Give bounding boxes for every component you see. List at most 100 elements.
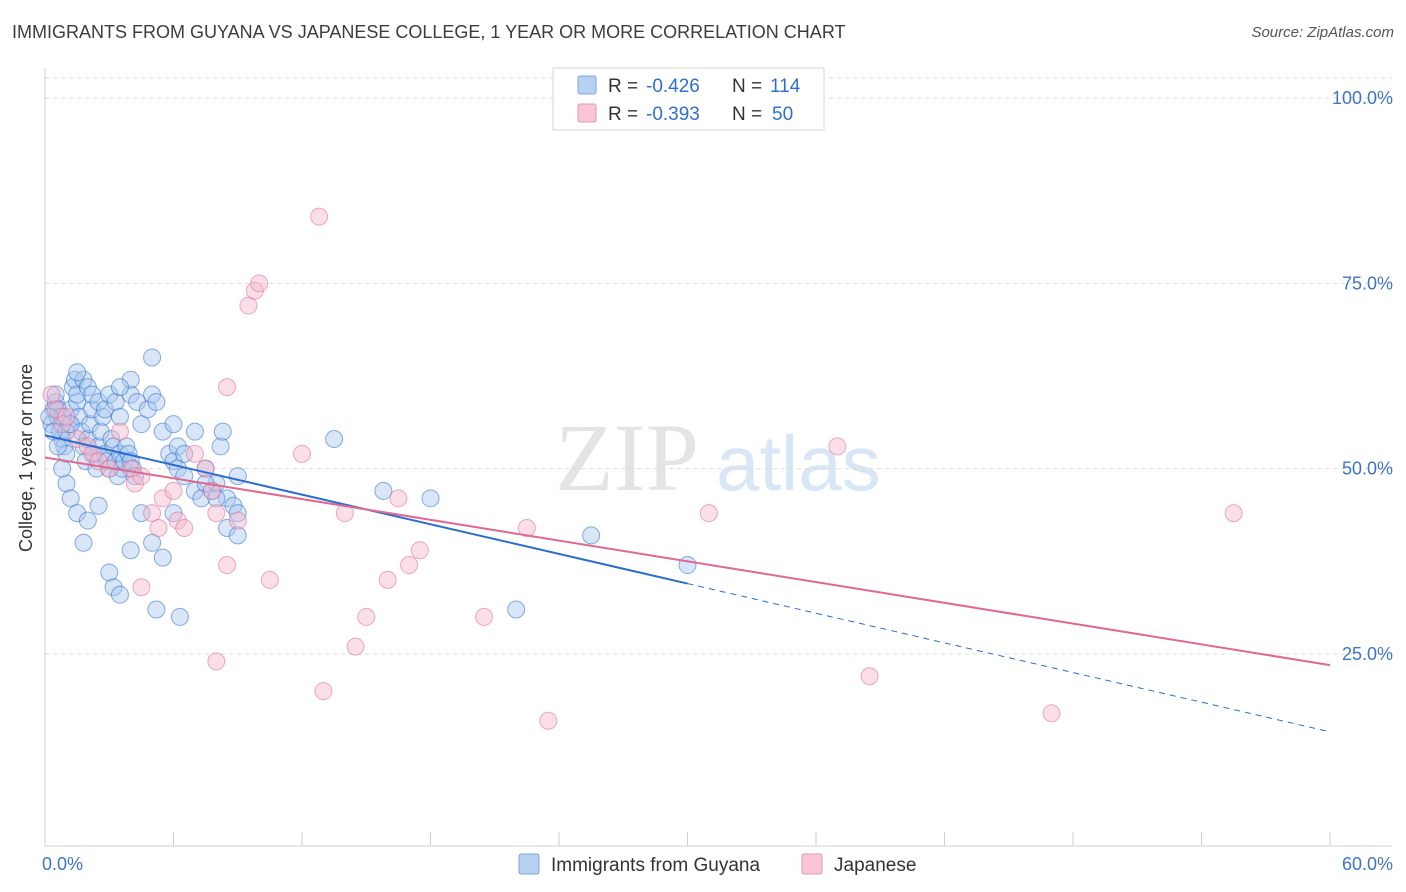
- data-point: [57, 474, 76, 493]
- data-point: [175, 444, 194, 463]
- data-point: [410, 541, 429, 560]
- data-point: [168, 511, 187, 530]
- data-point: [475, 607, 494, 626]
- data-point: [74, 533, 93, 552]
- trend-line-extension-blue: [687, 583, 1331, 733]
- data-point: [218, 489, 237, 508]
- data-point: [100, 385, 119, 404]
- data-point: [203, 481, 222, 500]
- x-tick-label: 0.0%: [42, 854, 83, 874]
- legend-r-label-2: R =: [608, 104, 638, 125]
- bottom-legend-label-japanese: Japanese: [834, 855, 916, 876]
- data-point: [374, 481, 393, 500]
- watermark-zip: ZIP: [555, 404, 699, 511]
- data-point: [100, 563, 119, 582]
- data-point: [175, 467, 194, 486]
- data-point: [42, 385, 61, 404]
- data-point: [185, 444, 204, 463]
- data-point: [185, 422, 204, 441]
- data-point: [346, 637, 365, 656]
- data-point: [78, 511, 97, 530]
- data-point: [143, 504, 162, 523]
- data-point: [170, 607, 189, 626]
- data-point: [68, 363, 87, 382]
- data-point: [106, 392, 125, 411]
- legend-n-value-2: 50: [772, 104, 793, 125]
- data-point: [1224, 504, 1243, 523]
- data-point: [192, 489, 211, 508]
- data-point: [357, 607, 376, 626]
- data-point: [125, 474, 144, 493]
- data-point: [147, 600, 166, 619]
- data-point: [860, 667, 879, 686]
- data-point: [143, 348, 162, 367]
- x-tick-label: 60.0%: [1342, 854, 1393, 874]
- data-point: [164, 481, 183, 500]
- legend: R = -0.426 N = 114 R = -0.393 N = 50: [552, 67, 825, 131]
- data-point: [378, 570, 397, 589]
- series-guyana-points: [40, 348, 697, 626]
- data-point: [389, 489, 408, 508]
- data-point: [132, 467, 151, 486]
- data-point: [678, 556, 697, 575]
- x-tick-labels: 0.0% 60.0%: [42, 854, 1393, 874]
- y-tick-label: 100.0%: [1332, 88, 1393, 108]
- data-point: [293, 444, 311, 463]
- gridlines: [45, 77, 1392, 655]
- legend-r-value-1: -0.426: [646, 76, 700, 97]
- data-point: [68, 392, 87, 411]
- chart-title: IMMIGRANTS FROM GUYANA VS JAPANESE COLLE…: [12, 22, 846, 42]
- data-point: [89, 496, 108, 515]
- data-point: [110, 422, 129, 441]
- data-point: [239, 296, 258, 315]
- bottom-legend-swatch-pink: [801, 853, 823, 875]
- legend-r-value-2: -0.393: [646, 104, 700, 125]
- data-point: [582, 526, 601, 545]
- data-point: [207, 652, 226, 671]
- data-point: [175, 518, 194, 537]
- data-point: [121, 370, 140, 389]
- data-point: [507, 600, 526, 619]
- data-point: [699, 504, 718, 523]
- bottom-legend-label-guyana: Immigrants from Guyana: [551, 855, 760, 876]
- data-point: [211, 437, 230, 456]
- y-tick-label: 50.0%: [1342, 459, 1393, 479]
- data-point: [325, 430, 344, 449]
- trend-lines: [44, 434, 1331, 733]
- data-point: [1042, 704, 1061, 723]
- data-point: [228, 526, 247, 545]
- data-point: [168, 437, 187, 456]
- data-point: [46, 385, 65, 404]
- data-point: [132, 415, 151, 434]
- data-point: [153, 489, 172, 508]
- data-point: [153, 422, 172, 441]
- data-point: [228, 511, 247, 530]
- data-point: [164, 415, 183, 434]
- data-point: [147, 392, 166, 411]
- y-axis-label: College, 1 year or more: [16, 364, 36, 552]
- data-point: [61, 489, 80, 508]
- trend-line-pink: [44, 456, 1331, 667]
- y-tick-label: 25.0%: [1342, 644, 1393, 664]
- data-point: [110, 585, 129, 604]
- data-point: [400, 556, 419, 575]
- data-point: [104, 578, 123, 597]
- data-point: [421, 489, 440, 508]
- data-point: [213, 422, 232, 441]
- data-point: [110, 407, 129, 426]
- chart-source: Source: ZipAtlas.com: [1251, 24, 1394, 41]
- y-tick-label: 75.0%: [1342, 273, 1393, 293]
- data-point: [218, 518, 237, 537]
- data-point: [517, 518, 536, 537]
- data-point: [132, 504, 151, 523]
- data-point: [314, 682, 333, 701]
- data-point: [539, 711, 558, 730]
- data-point: [228, 504, 247, 523]
- data-point: [121, 385, 140, 404]
- legend-n-value-1: 114: [770, 76, 801, 97]
- axes: [44, 68, 1392, 847]
- data-point: [310, 207, 329, 226]
- watermark-atlas: atlas: [716, 419, 881, 507]
- bottom-legend-swatch-blue: [518, 853, 540, 875]
- data-point: [149, 518, 168, 537]
